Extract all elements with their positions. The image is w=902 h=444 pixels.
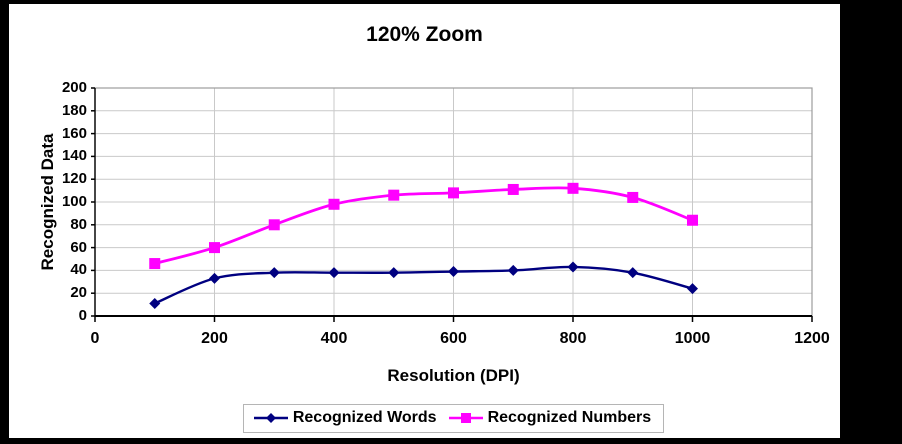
square-marker: [448, 187, 459, 199]
y-tick-label: 160: [61, 124, 87, 142]
series-line-diamond: [154, 265, 693, 305]
legend-swatch-diamond: [253, 413, 288, 423]
y-tick-label: 80: [70, 215, 87, 233]
diamond-marker: [687, 283, 698, 295]
legend-swatch-square: [448, 413, 483, 423]
square-marker: [507, 183, 519, 195]
series-line-square: [154, 186, 693, 265]
square-marker: [328, 198, 340, 210]
diamond-marker: [328, 267, 340, 279]
x-tick-label: 200: [201, 330, 228, 347]
x-tick-label: 600: [440, 330, 467, 347]
y-tick-label: 180: [61, 101, 87, 119]
legend-item-recognized-words: Recognized Words: [253, 409, 437, 427]
legend-box: Recognized Words Recognized Numbers: [242, 404, 665, 433]
y-tick-label: 20: [70, 284, 87, 302]
y-tick-label: 120: [61, 170, 87, 188]
y-tick-label: 200: [61, 79, 87, 96]
legend-item-recognized-numbers: Recognized Numbers: [448, 409, 652, 427]
diamond-marker: [388, 267, 400, 279]
square-marker: [388, 189, 400, 201]
chart-panel: 120% Zoom Recognized Data 0 20 40 60 80 100 12…: [9, 4, 840, 438]
square-marker: [149, 258, 161, 270]
x-tick-label: 400: [320, 330, 348, 347]
square-marker: [627, 191, 639, 203]
x-tick-label: 1000: [674, 330, 711, 347]
diamond-marker: [268, 267, 280, 279]
square-marker: [460, 413, 471, 423]
x-tick-label: 1200: [794, 330, 830, 347]
square-marker: [268, 219, 280, 231]
diamond-marker: [507, 264, 519, 276]
square-marker: [567, 182, 579, 194]
diamond-marker: [209, 272, 220, 284]
legend: Recognized Words Recognized Numbers: [95, 404, 812, 433]
legend-label: Recognized Words: [292, 409, 437, 426]
plot-area: [91, 87, 813, 322]
x-tick-label: 0: [90, 330, 100, 347]
diamond-marker: [149, 297, 161, 309]
diamond-marker: [567, 261, 579, 273]
legend-label: Recognized Numbers: [487, 409, 652, 426]
x-axis-title: Resolution (DPI): [387, 366, 520, 385]
y-tick-label: 140: [61, 147, 87, 165]
y-tick-label: 100: [61, 193, 87, 210]
square-marker: [209, 242, 220, 254]
diamond-marker: [448, 266, 459, 278]
diamond-marker: [265, 413, 276, 423]
x-tick-label: 800: [559, 330, 587, 347]
diamond-marker: [627, 267, 639, 279]
y-tick-label: 60: [70, 238, 87, 256]
y-tick-label: 40: [70, 261, 87, 279]
square-marker: [687, 214, 698, 226]
y-tick-label: 0: [78, 307, 87, 324]
chart-title: 120% Zoom: [366, 23, 483, 46]
